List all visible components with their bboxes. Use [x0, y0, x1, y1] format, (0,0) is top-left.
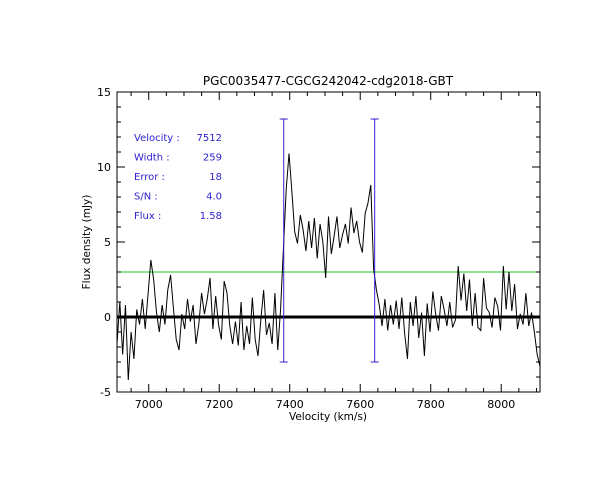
y-tick-label: 5	[104, 236, 111, 249]
plot-layer	[116, 118, 541, 381]
stat-value: 18	[209, 172, 222, 183]
stat-value: 1.58	[200, 211, 222, 222]
spectrum-line	[116, 153, 541, 381]
y-tick-label: -5	[100, 386, 111, 399]
stat-value: 4.0	[206, 192, 222, 203]
x-tick-label: 7400	[276, 398, 304, 411]
stat-label: Width :	[134, 153, 170, 164]
x-tick-label: 7600	[346, 398, 374, 411]
x-axis-label: Velocity (km/s)	[289, 411, 367, 423]
stat-label: Velocity :	[134, 133, 180, 144]
x-tick-label: 8000	[487, 398, 515, 411]
x-tick-label: 7200	[205, 398, 233, 411]
y-axis-label: Flux density (mJy)	[81, 195, 93, 290]
stat-label: Error :	[134, 172, 165, 183]
stat-value: 7512	[197, 133, 222, 144]
stat-value: 259	[203, 153, 222, 164]
stats-panel: Velocity : 7512 Width : 259 Error : 18 S/N : 4.…	[134, 133, 222, 222]
x-tick-label: 7000	[135, 398, 163, 411]
y-tick-label: 10	[97, 161, 111, 174]
stat-label: Flux :	[134, 211, 161, 222]
chart-title: PGC0035477-CGCG242042-cdg2018-GBT	[203, 74, 454, 88]
stat-label: S/N :	[134, 192, 158, 203]
y-tick-label: 0	[104, 311, 111, 324]
x-tick-label: 7800	[417, 398, 445, 411]
y-tick-label: 15	[97, 86, 111, 99]
plot-frame	[116, 91, 541, 393]
